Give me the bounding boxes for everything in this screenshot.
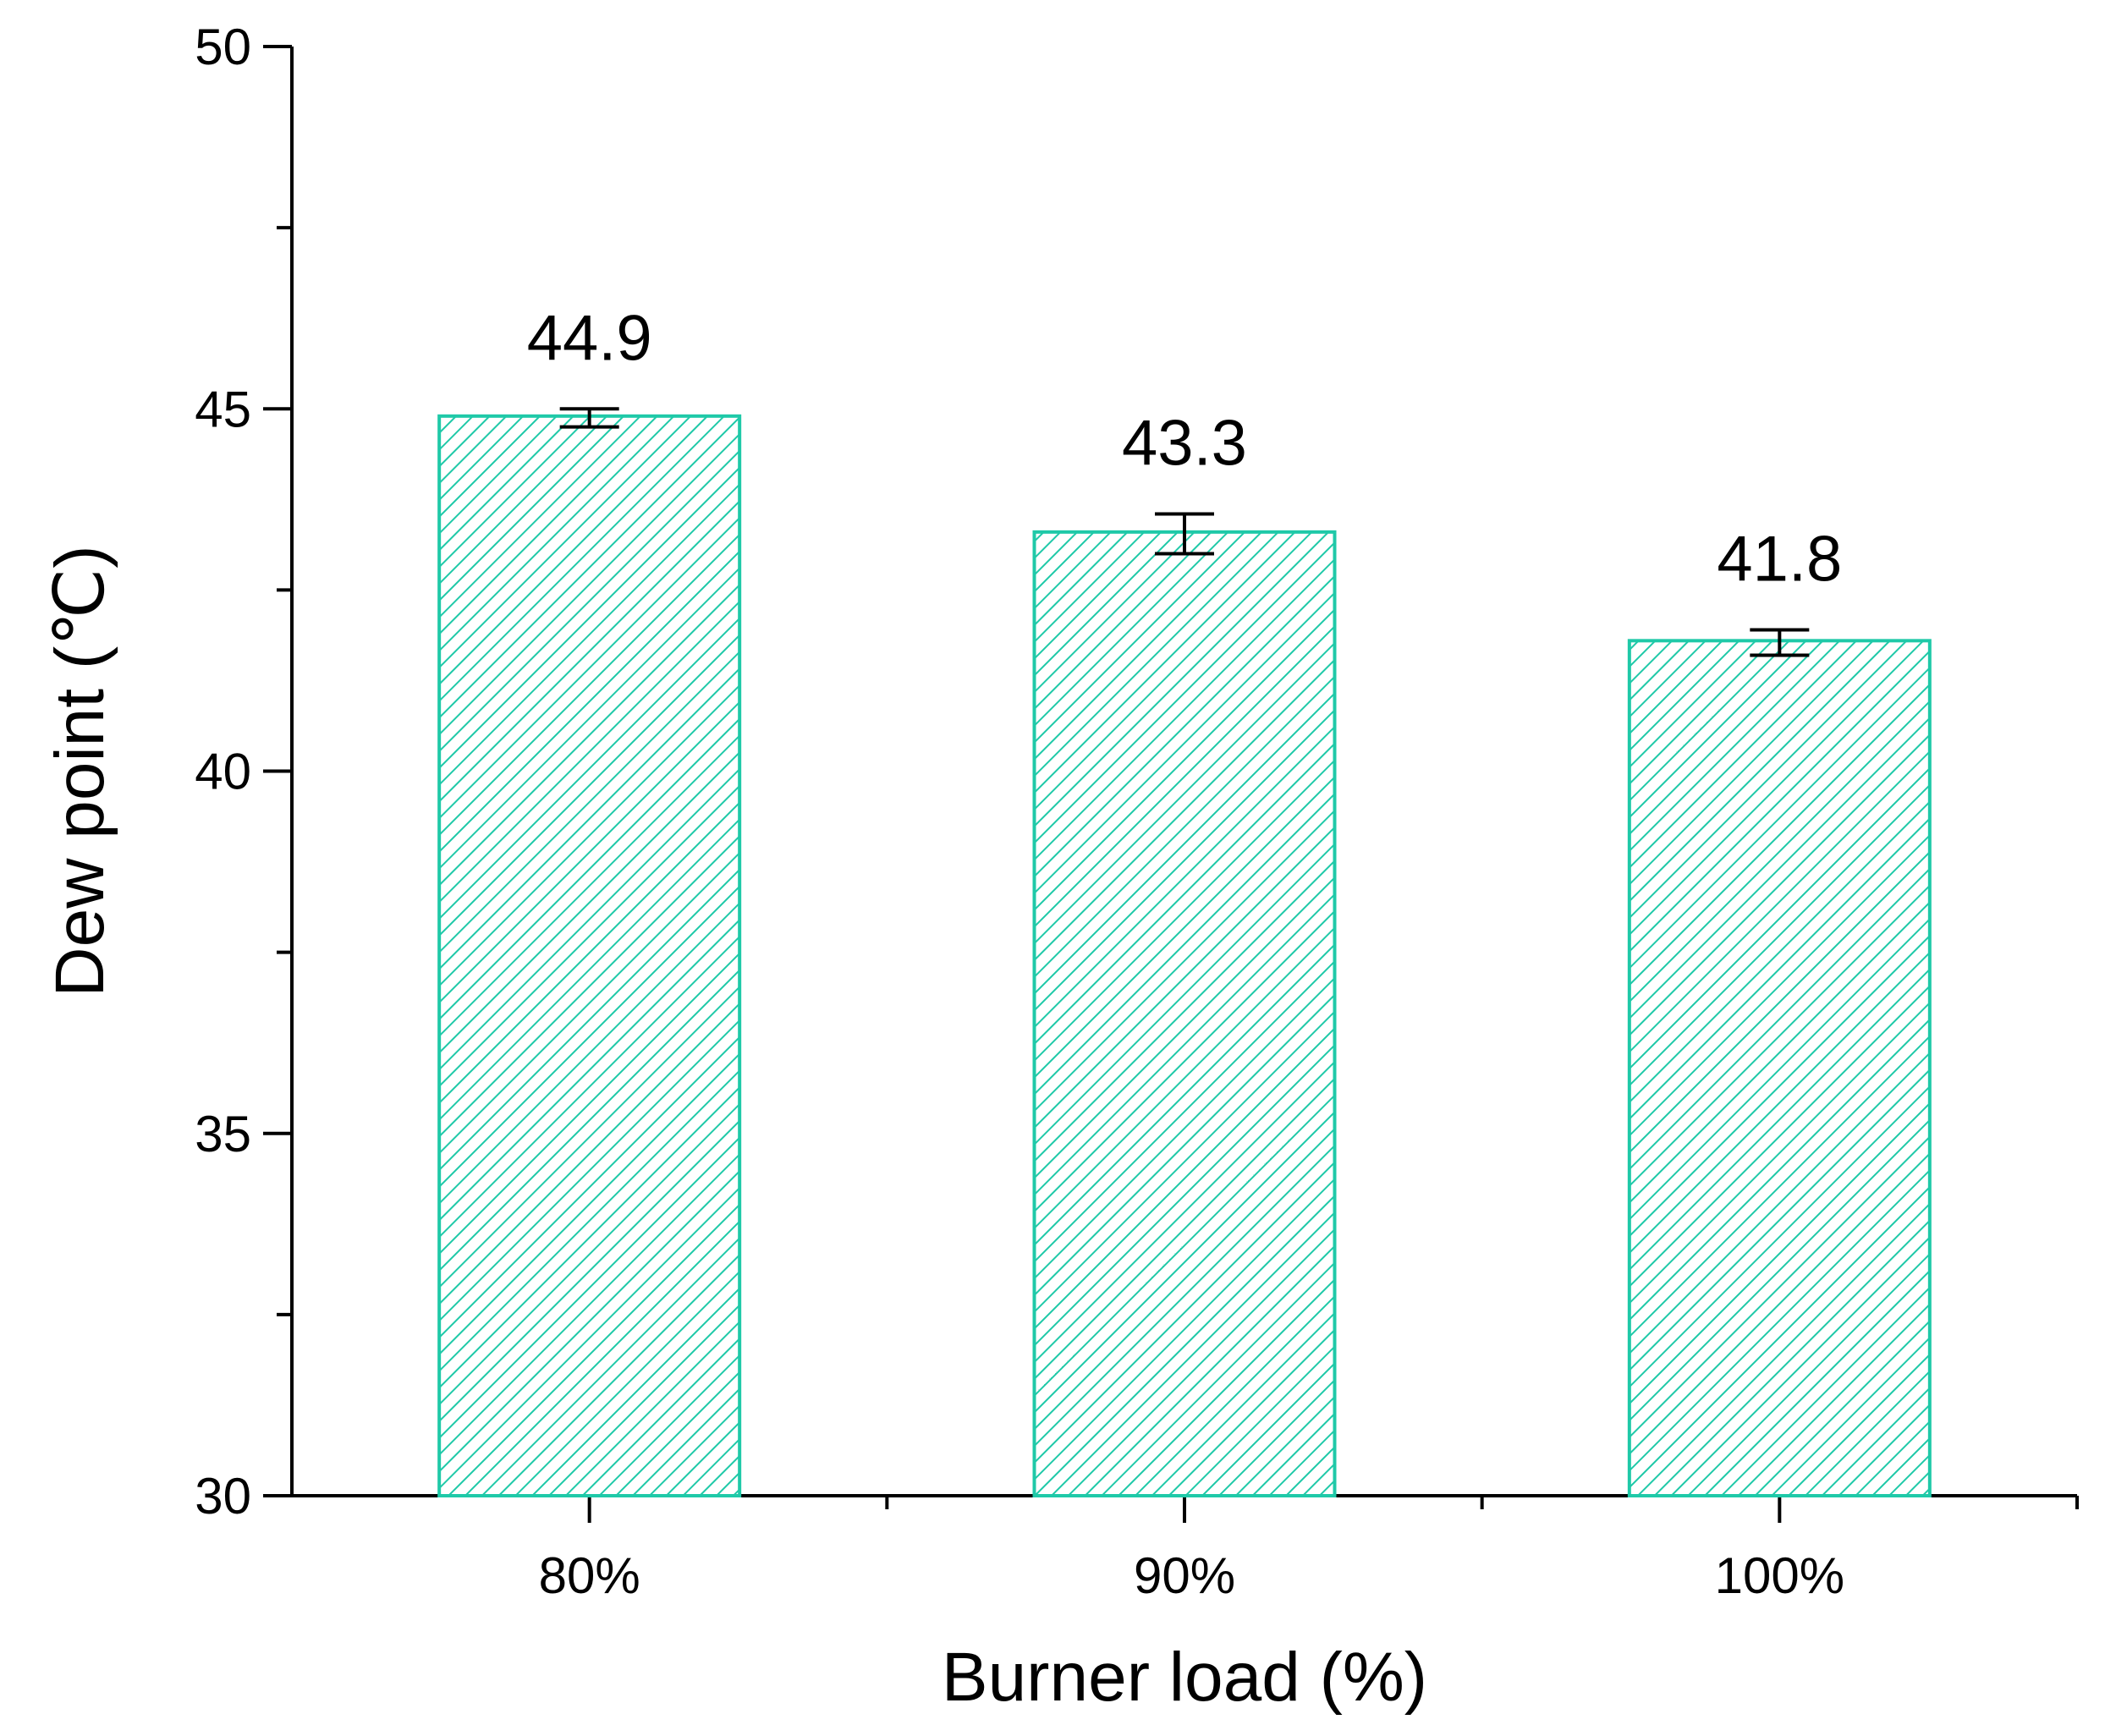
x-axis-title: Burner load (%) [942,1639,1427,1716]
bar [1627,639,1932,1497]
data-label: 43.3 [1122,407,1247,479]
y-tick-label: 50 [195,19,251,75]
x-tick-label: 100% [1715,1547,1844,1604]
y-tick-label: 30 [195,1468,251,1524]
y-tick-label: 40 [195,744,251,800]
x-tick-label: 80% [539,1547,640,1604]
labels: 30 35 40 45 50 80% 90% 100% 44.9 43.3 41.8 Burner l… [41,19,1844,1716]
y-tick-label: 35 [195,1106,251,1162]
bar [1032,530,1337,1497]
data-label: 44.9 [527,302,652,374]
x-tick-label: 90% [1134,1547,1235,1604]
data-label: 41.8 [1717,523,1842,595]
y-axis-title: Dew point (℃) [41,545,118,997]
bars [437,407,1932,1498]
bar [437,414,742,1498]
y-tick-label: 45 [195,381,251,437]
